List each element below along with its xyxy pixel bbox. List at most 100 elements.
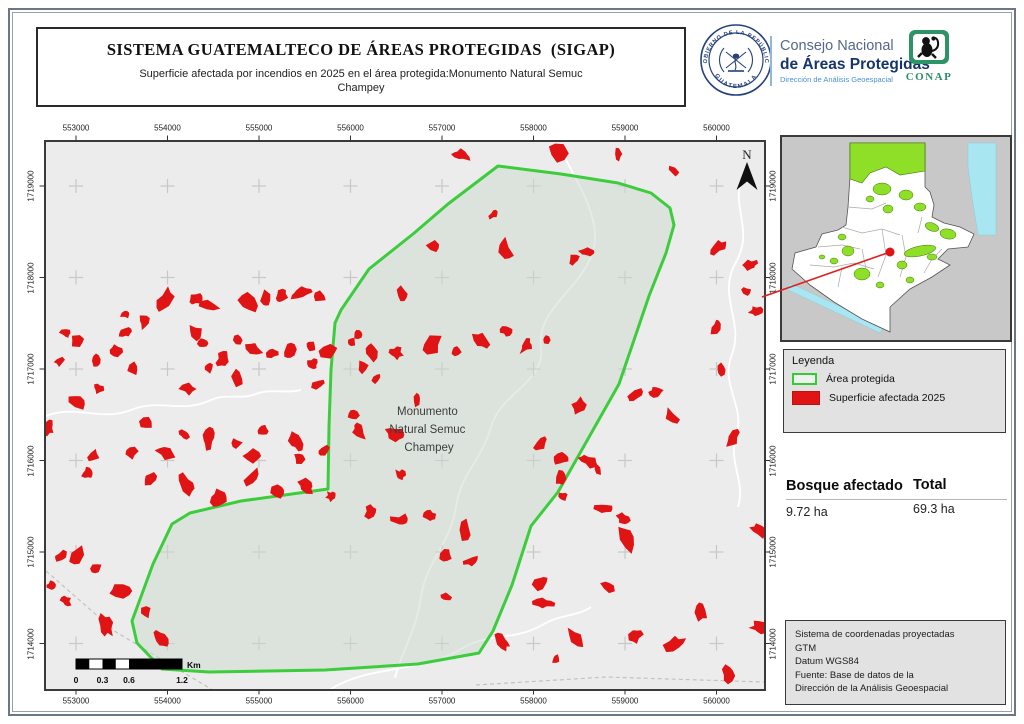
stats-value-total: 69.3 ha <box>913 502 955 516</box>
fire-patch <box>178 429 190 440</box>
fire-patch <box>548 143 569 163</box>
page-subtitle: Superficie afectada por incendios en 202… <box>139 68 583 94</box>
x-axis-label: 556000 <box>337 123 364 133</box>
inset-department-line <box>817 244 861 250</box>
seal-emblem <box>718 47 754 73</box>
x-axis-label: 559000 <box>611 696 639 706</box>
north-arrow-label: N <box>742 147 752 162</box>
fire-patch <box>46 419 54 437</box>
fire-patch <box>558 492 568 501</box>
legend-item-affected-surface: Superficie afectada 2025 <box>792 391 997 405</box>
inset-protected-area <box>882 204 894 214</box>
fire-patch <box>532 597 556 609</box>
fire-patch <box>498 236 514 259</box>
x-axis-label: 555000 <box>245 123 273 133</box>
fire-patch <box>290 286 313 300</box>
fire-patch <box>189 325 202 342</box>
grid-cross <box>69 270 83 285</box>
grid-cross <box>69 179 83 193</box>
conap-label: CONAP <box>905 71 953 83</box>
fire-patch <box>125 446 139 460</box>
org-subunit: Dirección de Análisis Geoespacial <box>780 75 893 84</box>
legend-label: Área protegida <box>826 373 895 385</box>
inset-protected-area <box>905 276 915 284</box>
fire-patch <box>459 518 471 541</box>
grid-cross <box>709 636 724 651</box>
fire-patch <box>726 428 740 447</box>
fire-patch <box>69 545 85 565</box>
inset-water-body <box>967 142 997 236</box>
fire-patch <box>747 306 764 317</box>
inset-protected-area <box>896 260 908 270</box>
scalebar-label-3: 1.2 <box>176 675 188 685</box>
fire-patch <box>242 448 262 464</box>
fire-patch <box>46 580 56 590</box>
fire-patch <box>313 290 326 302</box>
road-lines <box>46 570 764 689</box>
grid-cross <box>160 270 175 285</box>
inset-protected-area <box>875 281 885 289</box>
fire-patch <box>53 356 65 367</box>
stats-divider <box>786 499 1007 500</box>
fire-patch <box>499 326 513 337</box>
fire-patch <box>384 428 405 443</box>
fire-patch <box>694 602 708 622</box>
y-axis-label: 1718000 <box>768 261 778 294</box>
x-axis-label: 559000 <box>611 123 639 133</box>
fire-patch <box>567 627 584 648</box>
fire-patch <box>710 319 721 335</box>
y-axis-label: 1719000 <box>768 170 778 202</box>
x-axis-label: 554000 <box>154 696 181 706</box>
country-inset-map <box>780 135 1012 342</box>
fire-patch <box>202 426 215 451</box>
fire-patch <box>204 362 213 374</box>
guatemala-seal-logo: GOBIERNO DE LA REPÚBLICA GUATEMALA <box>699 23 772 96</box>
fire-patch <box>358 360 369 375</box>
grid-cross <box>618 636 632 651</box>
river-line <box>727 171 747 508</box>
protected-area-boundary <box>130 164 676 674</box>
fire-patch <box>270 484 284 499</box>
fire-patch <box>552 654 560 663</box>
inset-protected-area <box>818 254 826 260</box>
fire-patch <box>71 335 85 347</box>
fire-patch <box>668 165 680 177</box>
y-axis-label: 1718000 <box>26 261 36 294</box>
inset-protected-area <box>898 189 914 201</box>
fire-patch <box>451 346 462 357</box>
fire-patch <box>153 630 169 647</box>
header: SISTEMA GUATEMALTECO DE ÁREAS PROTEGIDAS… <box>36 27 686 107</box>
grid-cross <box>252 179 266 193</box>
fire-patch <box>139 416 152 428</box>
x-axis-label: 553000 <box>62 123 90 133</box>
fire-patch <box>294 453 306 464</box>
inset-protected-area <box>925 222 939 232</box>
fire-patch <box>94 383 105 395</box>
info-line: GTM <box>795 642 817 654</box>
grid-cross <box>160 362 175 376</box>
grid-cross <box>526 545 541 559</box>
x-axis-label: 553000 <box>62 696 90 706</box>
inset-protected-area <box>926 253 938 261</box>
fire-patch <box>354 330 363 340</box>
stats-header-total: Total <box>913 477 947 493</box>
logo-divider <box>770 36 772 86</box>
fire-patch <box>311 379 325 390</box>
x-axis-label: 560000 <box>703 123 730 133</box>
fire-patch <box>92 353 101 367</box>
inset-protected-area <box>904 244 936 258</box>
org-name-line2: de Áreas Protegidas <box>780 55 930 73</box>
fire-patch <box>87 448 100 462</box>
grid-cross <box>343 179 358 193</box>
fire-patch <box>439 549 452 562</box>
fire-patch <box>257 424 269 435</box>
fire-patch <box>231 438 243 449</box>
fire-patches-layer <box>46 143 764 685</box>
fire-patch <box>347 409 360 420</box>
inset-department-line <box>917 216 923 234</box>
fire-patch <box>68 396 85 410</box>
fire-patch <box>413 392 420 408</box>
fire-patch <box>275 288 289 302</box>
legend-title: Leyenda <box>792 355 835 367</box>
